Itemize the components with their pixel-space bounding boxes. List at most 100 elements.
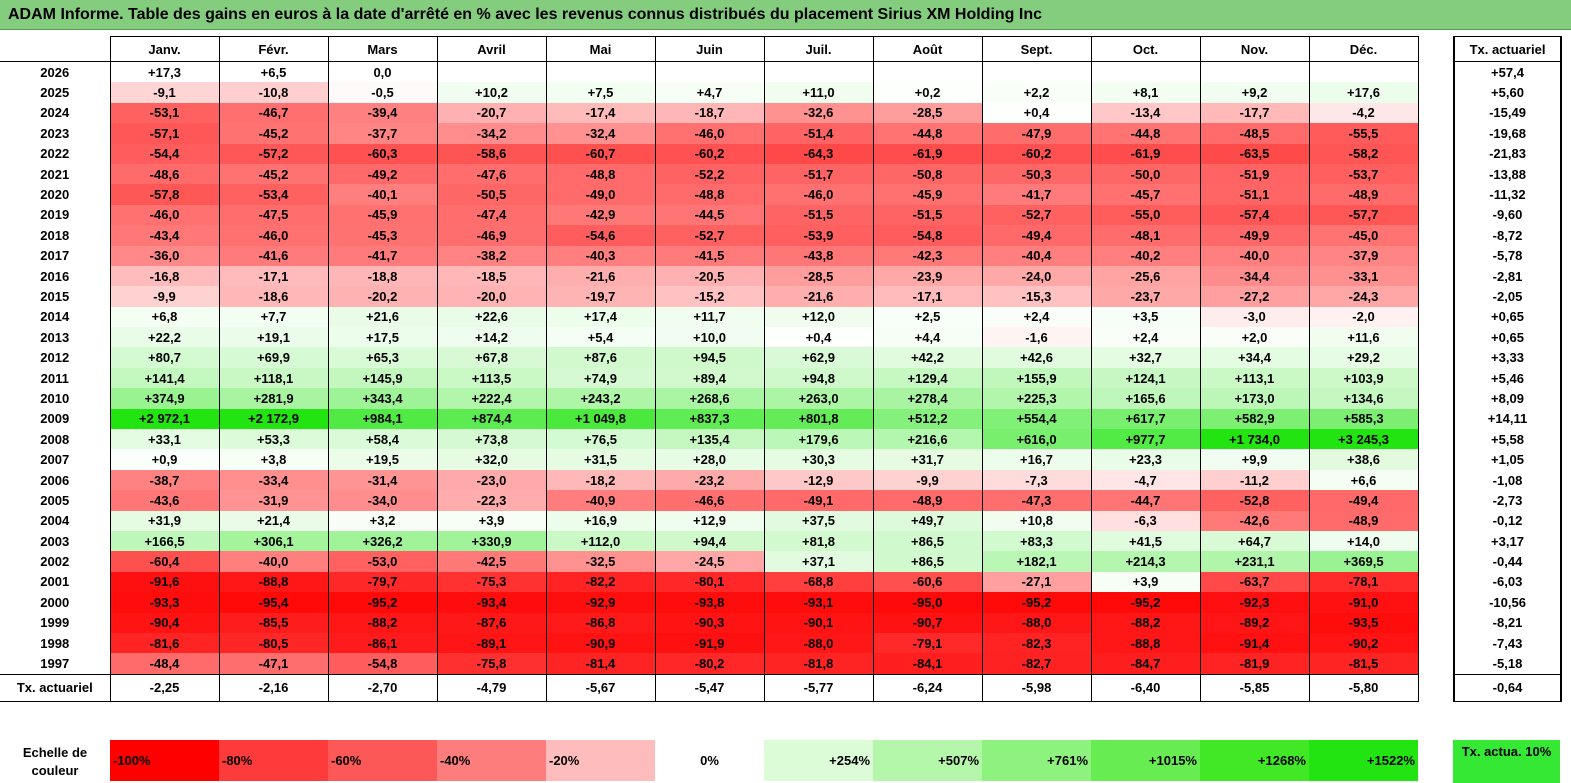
gain-cell: -51,5	[872, 204, 983, 226]
table-row: 2005 -43,6 -31,9 -34,0 -22,3 -40,9 -46,6 -49,1-…	[0, 490, 1419, 511]
actuarial-cell: +1,05	[1453, 449, 1562, 470]
gain-cell: +94,4	[654, 530, 765, 552]
gain-cell: +34,4	[1199, 347, 1310, 368]
gain-cell: -49,0	[545, 184, 656, 205]
footer-rate-cell: -5,80	[1308, 673, 1419, 702]
gain-cell: +11,0	[763, 82, 874, 103]
gain-cell: +80,7	[109, 347, 220, 368]
gain-cell: -18,7	[654, 102, 765, 124]
gain-cell: +94,5	[654, 347, 765, 368]
gain-cell: -61,9	[1090, 143, 1201, 164]
gain-cell: -84,1	[872, 653, 983, 675]
gain-cell: +23,3	[1090, 449, 1201, 470]
gain-cell: -93,1	[763, 592, 874, 613]
month-header: Nov.	[1199, 36, 1310, 62]
gain-cell: +3,9	[436, 510, 547, 531]
scale-swatch: +1522%	[1309, 740, 1418, 781]
gain-cell: +113,1	[1199, 367, 1310, 389]
gain-cell: +2,4	[981, 306, 1092, 328]
gain-cell: -80,5	[218, 632, 329, 654]
year-label: 2024	[0, 102, 111, 124]
gain-cell: -18,2	[545, 469, 656, 491]
gain-cell: -49,9	[1199, 225, 1310, 246]
gain-cell: -58,2	[1308, 143, 1419, 164]
gain-cell: +76,5	[545, 429, 656, 450]
gain-cell: -34,2	[436, 123, 547, 144]
gain-cell: +3,2	[327, 510, 438, 531]
gain-cell: -93,8	[654, 592, 765, 613]
footer-rate-cell: -5,77	[763, 673, 874, 702]
gain-cell: -60,7	[545, 143, 656, 164]
gain-cell: +166,5	[109, 530, 220, 552]
gain-cell: +2,0	[1199, 327, 1310, 348]
gain-cell: +3 245,3	[1308, 429, 1419, 450]
gain-cell	[763, 61, 874, 83]
gain-cell: +134,6	[1308, 388, 1419, 409]
gain-cell: -11,2	[1199, 469, 1310, 491]
gain-cell: -40,3	[545, 245, 656, 266]
gain-cell: -79,1	[872, 632, 983, 654]
year-label: 2012	[0, 347, 111, 368]
actuarial-cell: -7,43	[1453, 632, 1562, 654]
gain-cell: +7,7	[218, 306, 329, 328]
actuarial-cell: -5,18	[1453, 653, 1562, 675]
gain-cell: -92,9	[545, 592, 656, 613]
gain-cell: +37,1	[763, 551, 874, 572]
gain-cell: -57,4	[1199, 204, 1310, 226]
gain-cell: -23,7	[1090, 286, 1201, 307]
gain-cell: -6,3	[1090, 510, 1201, 531]
gain-cell: +53,3	[218, 429, 329, 450]
gain-cell: -53,0	[327, 551, 438, 572]
gain-cell: -48,1	[1090, 225, 1201, 246]
gain-cell: -45,2	[218, 123, 329, 144]
gain-cell: +617,7	[1090, 408, 1201, 430]
gain-cell: +124,1	[1090, 367, 1201, 389]
table-row: 2019 -46,0 -47,5 -45,9 -47,4 -42,9 -44,5 -51,5-…	[0, 204, 1419, 226]
gain-cell: -41,6	[218, 245, 329, 266]
gain-cell: +179,6	[763, 429, 874, 450]
gain-cell: -50,0	[1090, 163, 1201, 185]
gain-cell: -88,2	[1090, 612, 1201, 633]
gain-cell: +30,3	[763, 449, 874, 470]
gain-cell: -44,5	[654, 204, 765, 226]
year-label: 2001	[0, 571, 111, 593]
gain-cell: -52,7	[981, 204, 1092, 226]
gain-cell: -47,9	[981, 123, 1092, 144]
actuarial-cell: +3,33	[1453, 347, 1562, 368]
gain-cell: -24,5	[654, 551, 765, 572]
gain-cell: -31,4	[327, 469, 438, 491]
gain-cell: +31,9	[109, 510, 220, 531]
gain-cell: -53,9	[763, 225, 874, 246]
year-label: 2007	[0, 449, 111, 470]
actuarial-cell: +5,46	[1453, 367, 1562, 389]
gain-cell: -42,9	[545, 204, 656, 226]
table-row: 2026 +17,3 +6,5 0,0	[0, 61, 1419, 83]
gain-cell: -46,0	[109, 204, 220, 226]
table-row: 2024 -53,1 -46,7 -39,4 -20,7 -17,4 -18,7 -32,6-…	[0, 102, 1419, 124]
gain-cell: -54,4	[109, 143, 220, 164]
gain-cell: -93,3	[109, 592, 220, 613]
gain-cell: -21,6	[763, 286, 874, 307]
gain-cell: -95,2	[981, 592, 1092, 613]
gain-cell: -57,7	[1308, 204, 1419, 226]
gain-cell: -53,7	[1308, 163, 1419, 185]
month-header: Sept.	[981, 36, 1092, 62]
gain-cell: -23,2	[654, 469, 765, 491]
gain-cell: -88,0	[981, 612, 1092, 633]
gain-cell: -36,0	[109, 245, 220, 266]
gain-cell: -87,6	[436, 612, 547, 633]
gain-cell: -82,2	[545, 571, 656, 593]
gain-cell: -89,1	[436, 632, 547, 654]
gain-cell: -20,7	[436, 102, 547, 124]
gain-cell: +49,7	[872, 510, 983, 531]
gain-cell: -28,5	[763, 265, 874, 287]
scale-swatch: -80%	[219, 740, 328, 781]
footer-rate-cell: -5,98	[981, 673, 1092, 702]
gain-cell: +874,4	[436, 408, 547, 430]
gain-cell: +113,5	[436, 367, 547, 389]
gain-cell: 0,0	[327, 61, 438, 83]
gain-cell: -52,2	[654, 163, 765, 185]
gain-cell: +11,6	[1308, 327, 1419, 348]
month-header: Oct.	[1090, 36, 1201, 62]
gain-cell: -4,2	[1308, 102, 1419, 124]
